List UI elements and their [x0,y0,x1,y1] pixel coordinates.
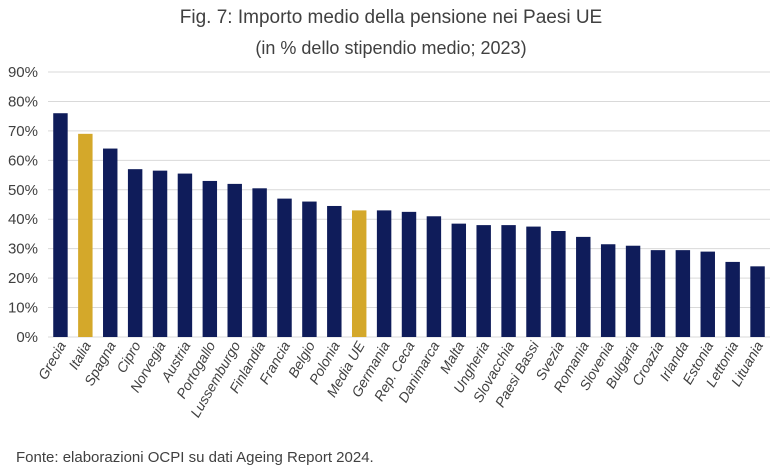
bar-francia [277,198,292,337]
grid-lines [48,71,770,338]
y-tick-label: 70% [8,123,38,140]
y-tick-label: 90% [8,64,38,81]
bar-lituania [750,266,765,337]
y-tick-label: 80% [8,93,38,110]
y-tick-label: 20% [8,270,38,287]
bar-bulgaria [625,245,641,337]
bar-svezia [551,231,566,337]
y-tick-label: 10% [8,300,38,317]
y-tick-label: 60% [8,152,38,169]
bar-romania [576,236,591,337]
bar-malta [451,223,467,337]
source-note: Fonte: elaborazioni OCPI su dati Ageing … [16,449,374,466]
bar-croazia [650,250,666,337]
bar-portogallo [202,180,218,337]
y-tick-label: 50% [8,182,38,199]
x-tick-label: Grecia [35,338,70,382]
bar-paesi-bassi [526,226,541,337]
bar-cipro [127,169,143,337]
bars [53,113,765,337]
chart-subtitle: (in % dello stipendio medio; 2023) [255,38,527,58]
bar-media-ue [351,210,367,337]
bar-slovenia [600,244,616,337]
bar-polonia [327,205,342,337]
bar-danimarca [426,216,442,337]
y-tick-label: 40% [8,211,38,228]
bar-finlandia [252,188,267,337]
bar-lettonia [725,261,740,337]
bar-spagna [103,148,118,337]
x-axis-ticks: GreciaItaliaSpagnaCiproNorvegiaAustriaPo… [35,338,767,420]
bar-irlanda [675,250,691,337]
bar-lussemburgo [227,183,242,337]
bar-rep-ceca [401,211,417,337]
y-axis-ticks: 0% 10% 20% 30% 40% 50% 60% 70% 80% 90% [8,64,38,346]
bar-grecia [53,113,68,337]
y-tick-label: 0% [16,329,38,346]
bar-estonia [700,251,715,337]
bar-ungheria [476,225,491,337]
bar-italia [78,133,93,337]
bar-austria [177,173,193,337]
bar-belgio [302,201,317,337]
y-tick-label: 30% [8,241,38,258]
bar-norvegia [152,170,168,337]
bar-slovacchia [501,225,516,337]
chart-title: Fig. 7: Importo medio della pensione nei… [179,7,603,28]
bar-germania [376,210,392,337]
